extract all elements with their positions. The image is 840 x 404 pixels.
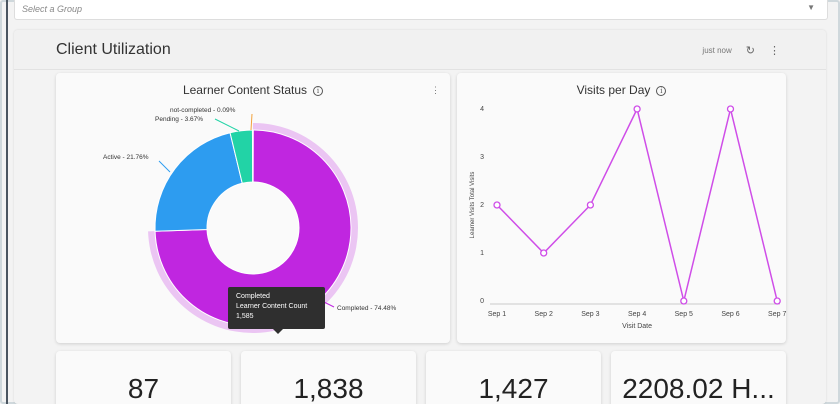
group-select-placeholder: Select a Group <box>22 4 83 14</box>
chart-tooltip: Completed Learner Content Count 1,585 <box>228 287 325 329</box>
stat-value: 87 <box>127 373 160 404</box>
stat-value: 2208.02 H... <box>622 373 775 404</box>
group-select[interactable]: Select a Group ▼ <box>14 0 828 20</box>
section-title: Client Utilization <box>56 41 171 58</box>
section-header-actions: just now ↻ ⋮ <box>702 44 780 57</box>
tooltip-arrow <box>273 329 283 334</box>
tooltip-line-1: Completed <box>236 293 270 300</box>
more-options-icon[interactable]: ⋮ <box>769 45 780 57</box>
stat-card: 1,427 <box>426 351 601 404</box>
visits-per-day-card: Visits per Day i <box>457 73 786 343</box>
card-more-options-icon[interactable]: ⋮ <box>431 85 440 95</box>
donut-card-title: Learner Content Status <box>182 83 308 97</box>
stat-value: 1,427 <box>478 373 549 404</box>
refresh-icon[interactable]: ↻ <box>745 45 755 57</box>
stat-value: 1,838 <box>293 373 364 404</box>
card-title: Learner Content Status i <box>56 83 450 97</box>
info-icon[interactable]: i <box>313 86 324 96</box>
left-border <box>6 0 8 404</box>
stat-card: 2208.02 H... <box>611 351 786 404</box>
card-title: Visits per Day i <box>457 83 786 97</box>
tooltip-line-3: 1,585 <box>236 313 254 320</box>
stat-card: 1,838 <box>241 351 416 404</box>
tooltip-line-2: Learner Content Count <box>236 303 308 310</box>
last-updated-text: just now <box>702 46 732 55</box>
section-header: Client Utilization just now ↻ ⋮ <box>14 30 826 70</box>
stat-card: 87 <box>56 351 231 404</box>
line-card-title: Visits per Day <box>576 83 651 97</box>
info-icon[interactable]: i <box>656 86 667 96</box>
caret-down-icon[interactable]: ▼ <box>807 3 815 12</box>
